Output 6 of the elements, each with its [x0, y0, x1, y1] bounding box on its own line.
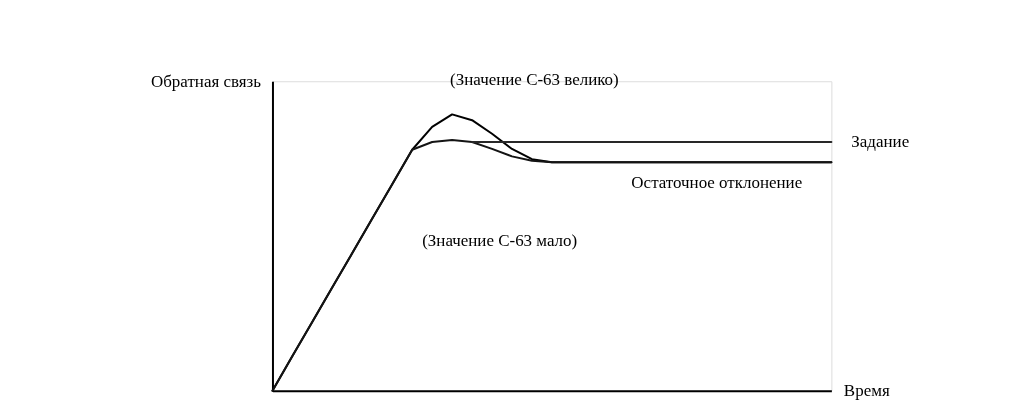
series-label: (Значение C-63 велико)	[450, 69, 619, 89]
text: (Значение C-63 мало)	[422, 231, 578, 251]
y-axis-title: Обратная связь	[150, 71, 262, 91]
annotation: Остаточное отклонение	[631, 173, 803, 193]
series-label: Задание	[851, 132, 910, 152]
x-axis-title: Время	[843, 381, 890, 401]
